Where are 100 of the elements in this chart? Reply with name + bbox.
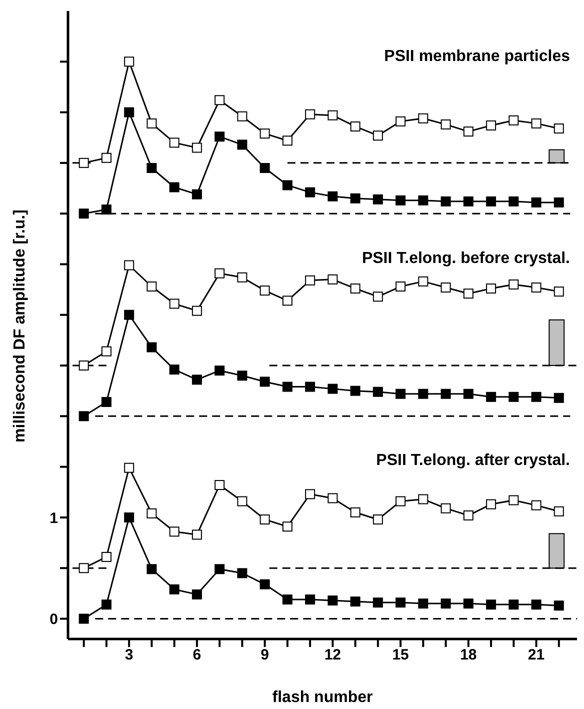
point <box>486 120 496 130</box>
point <box>192 374 202 385</box>
point <box>440 388 451 399</box>
point <box>124 310 134 320</box>
point <box>396 598 406 608</box>
point <box>463 288 474 299</box>
point <box>169 138 180 148</box>
point <box>214 268 225 278</box>
point <box>418 276 428 286</box>
point <box>78 563 89 574</box>
point <box>396 282 406 292</box>
point <box>260 128 270 139</box>
point <box>169 364 180 375</box>
point <box>396 116 406 126</box>
point <box>396 195 406 206</box>
x-tick-label: 15 <box>392 646 409 664</box>
point <box>440 503 451 514</box>
point <box>260 514 270 524</box>
point <box>486 600 496 610</box>
annotation: PSII membrane particles <box>384 48 570 66</box>
point <box>305 489 316 500</box>
point <box>554 197 564 208</box>
point <box>192 142 202 153</box>
point <box>169 526 180 537</box>
y-tick-label: 0 <box>50 611 58 628</box>
point <box>146 342 157 352</box>
point <box>463 196 474 206</box>
point <box>192 530 202 540</box>
point <box>260 286 270 296</box>
point <box>328 110 338 120</box>
point <box>554 286 564 297</box>
point <box>531 197 542 208</box>
point <box>124 107 134 118</box>
point <box>372 386 383 397</box>
point <box>101 346 112 356</box>
point <box>260 376 270 387</box>
point <box>192 589 202 600</box>
point <box>214 480 225 490</box>
point <box>124 512 134 522</box>
x-tick-label: 18 <box>460 646 477 664</box>
point <box>350 386 360 396</box>
point <box>418 195 428 206</box>
point <box>508 600 519 610</box>
point <box>554 123 564 134</box>
point <box>146 282 157 292</box>
point <box>237 140 248 150</box>
point <box>101 552 112 562</box>
x-axis-title: flash number <box>272 689 373 706</box>
annotation: PSII T.elong. after crystal. <box>376 452 570 470</box>
point <box>214 366 225 376</box>
point <box>305 382 316 392</box>
point <box>440 119 451 130</box>
point <box>328 493 338 504</box>
point <box>418 598 428 609</box>
point <box>440 196 451 206</box>
point <box>237 370 248 381</box>
point <box>237 111 248 122</box>
point <box>531 600 542 610</box>
point <box>192 306 202 316</box>
point <box>124 56 134 67</box>
point <box>78 614 89 624</box>
point <box>463 598 474 609</box>
point <box>305 109 316 120</box>
point <box>350 193 360 204</box>
point <box>282 382 292 392</box>
point <box>328 191 338 202</box>
x-tick-label: 21 <box>528 646 545 664</box>
point <box>372 194 383 204</box>
point <box>169 298 180 309</box>
point <box>260 163 270 173</box>
point <box>305 275 316 286</box>
point <box>78 411 89 422</box>
point <box>508 392 519 402</box>
point <box>440 282 451 293</box>
x-tick-label: 12 <box>324 646 342 664</box>
point <box>508 279 519 290</box>
point <box>305 594 316 604</box>
point <box>101 152 112 163</box>
point <box>372 514 383 524</box>
point <box>372 598 383 608</box>
point <box>554 392 564 403</box>
point <box>101 396 112 407</box>
point <box>101 204 112 215</box>
point <box>214 564 225 574</box>
point <box>531 392 542 402</box>
point <box>372 130 383 141</box>
point <box>282 522 292 532</box>
point <box>372 292 383 302</box>
point <box>328 596 338 606</box>
point <box>486 284 496 294</box>
point <box>554 506 564 516</box>
point <box>418 494 428 504</box>
point <box>350 284 360 294</box>
point <box>396 388 406 399</box>
point <box>350 121 360 132</box>
x-tick-label: 6 <box>192 646 202 664</box>
point <box>237 496 248 506</box>
point <box>78 158 89 168</box>
point <box>350 507 360 518</box>
point <box>463 126 474 137</box>
